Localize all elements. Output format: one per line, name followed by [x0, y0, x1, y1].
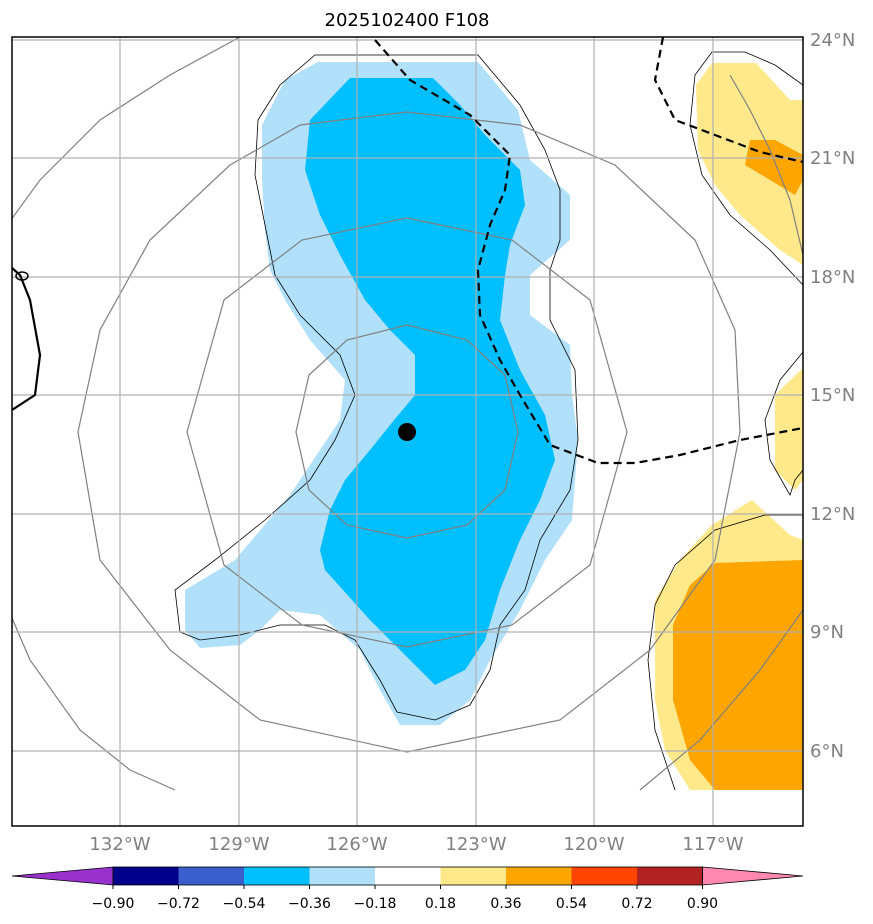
storm-center-marker [398, 423, 416, 441]
graticule [12, 37, 803, 826]
colorbar-tick-label: 0.54 [556, 896, 587, 912]
colorbar-tick-label: 0.90 [687, 896, 718, 912]
lat-label: 6°N [810, 741, 844, 762]
lat-label: 15°N [810, 385, 855, 406]
colorbar-segment [309, 867, 375, 885]
latitude-labels: 24°N 21°N 18°N 15°N 12°N 9°N 6°N [810, 30, 855, 762]
negative-anomaly-strong-region [305, 78, 555, 685]
positive-anomaly-orange-region-northeast [745, 140, 803, 195]
longitude-labels: 132°W 129°W 126°W 123°W 120°W 117°W [89, 834, 743, 855]
lat-label: 21°N [810, 148, 855, 169]
colorbar-segment [440, 867, 506, 885]
positive-anomaly-light-region-east [775, 368, 803, 490]
lon-label: 126°W [326, 834, 387, 855]
range-rings [12, 37, 803, 791]
lat-label: 12°N [810, 504, 855, 525]
colorbar-segment [506, 867, 572, 885]
colorbar: −0.90 −0.72 −0.54 −0.36 −0.18 0.18 0.36 0.54 0.7… [11, 866, 804, 912]
colorbar-segment [637, 867, 703, 885]
map-title: 2025102400 F108 [325, 10, 490, 31]
colorbar-tick-label: −0.72 [157, 896, 200, 912]
contour-outline-negative [174, 54, 579, 721]
colorbar-tick-label: −0.18 [354, 896, 397, 912]
lon-label: 117°W [682, 834, 743, 855]
small-closed-contour [15, 271, 29, 281]
colorbar-tick-label: −0.54 [223, 896, 266, 912]
colorbar-extend-max [702, 866, 804, 886]
lat-label: 9°N [810, 622, 844, 643]
dashed-contour-line [374, 39, 803, 465]
colorbar-tick-label: 0.36 [490, 896, 521, 912]
lon-label: 129°W [208, 834, 269, 855]
contour-outline-southeast [647, 514, 803, 791]
colorbar-segment [244, 867, 310, 885]
colorbar-segment [113, 867, 179, 885]
lon-label: 132°W [89, 834, 150, 855]
contour-outline-northeast [689, 51, 803, 286]
colorbar-tick-label: 0.18 [425, 896, 456, 912]
map-frame [11, 36, 804, 827]
map-plot-area [12, 37, 803, 826]
lon-label: 120°W [563, 834, 624, 855]
colorbar-tick-label: −0.90 [92, 896, 135, 912]
colorbar-segment [178, 867, 244, 885]
solid-contour-line-west [12, 267, 42, 411]
colorbar-segment [571, 867, 637, 885]
contour-outline-east [764, 351, 803, 496]
lat-label: 18°N [810, 267, 855, 288]
colorbar-extend-min [11, 866, 114, 886]
colorbar-segment [375, 867, 441, 885]
positive-anomaly-orange-region-southeast [673, 560, 803, 790]
colorbar-tick-label: 0.72 [621, 896, 652, 912]
colorbar-outline [112, 866, 703, 886]
lon-label: 123°W [445, 834, 506, 855]
lat-label: 24°N [810, 30, 855, 51]
colorbar-tick-label: −0.36 [288, 896, 331, 912]
dashed-contour-line-northeast [653, 37, 803, 164]
